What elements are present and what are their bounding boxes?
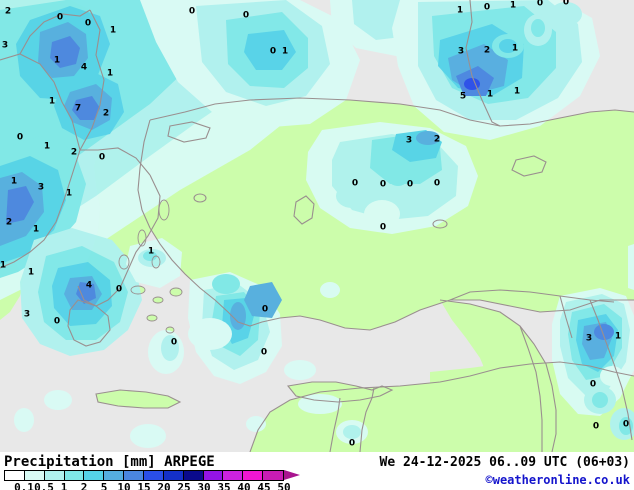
legend-footer: Precipitation [mm] ARPEGE We 24-12-2025 … [0, 452, 634, 490]
precip-cyprus-faint [284, 360, 316, 380]
coast-aegean-islands [118, 199, 183, 334]
precip-ne-lobe-3 [550, 2, 582, 26]
colorbar-tick-label: 25 [177, 481, 191, 490]
precip-med-faint-1 [188, 318, 232, 350]
colorbar-swatch [183, 471, 204, 480]
colorbar-tick-label: 0.5 [34, 481, 54, 490]
coast-turkey-south [149, 227, 634, 331]
precip-sw-streak [244, 282, 282, 318]
lake-small-2 [193, 193, 207, 203]
colorbar-swatch [144, 471, 164, 480]
border-syria-iraq [589, 299, 633, 441]
border-lebanon [559, 295, 573, 339]
border-levant-inner [519, 325, 543, 452]
lake-tuz [293, 195, 315, 225]
colorbar-swatches [4, 470, 284, 481]
coast-crete [95, 389, 182, 409]
precip-central-core [416, 131, 440, 145]
colorbar-swatch [223, 471, 244, 480]
precip-aegean-2 [143, 251, 157, 261]
lake-van [511, 155, 547, 177]
precip-core-balkans-3 [50, 36, 80, 68]
map-canvas [0, 0, 634, 452]
precip-levant-darkcore [594, 324, 614, 340]
colorbar-tick-label: 1 [60, 481, 68, 490]
coast-levant [439, 299, 557, 452]
colorbar-swatch [104, 471, 125, 480]
lake-small-1 [432, 219, 448, 229]
colorbar-tick-label: 10 [117, 481, 131, 490]
forecast-datetime: We 24-12-2025 06..09 UTC (06+03) [379, 455, 630, 470]
coast-greece-west [0, 149, 81, 269]
colorbar-tick-label: 45 [257, 481, 271, 490]
precip-ne-lobe-2b [531, 19, 545, 37]
precip-med-faint-4b [343, 425, 361, 439]
colorbar-tick-label: 30 [197, 481, 211, 490]
colorbar-swatch [84, 471, 105, 480]
precip-med-faint-10 [320, 282, 340, 298]
colorbar-tick-label: 35 [217, 481, 231, 490]
coast-north-africa [249, 361, 634, 452]
border-greece-north [80, 147, 151, 176]
colorbar-tick-label: 20 [157, 481, 171, 490]
precip-levant-lobe-1b [592, 392, 608, 408]
precip-central-lobe-b [364, 200, 400, 228]
coast-black-sea [149, 97, 634, 127]
sea-marmara [167, 121, 211, 143]
precip-med-faint-3 [298, 394, 342, 414]
precip-central-lobe-c [388, 170, 408, 186]
colorbar-tick-label: 40 [237, 481, 251, 490]
precip-levant-lobe-3 [600, 366, 624, 386]
colorbar-swatch [163, 471, 184, 480]
precip-med-faint-2b [161, 335, 179, 361]
borders-layer [0, 0, 634, 452]
colorbar-swatch [64, 471, 85, 480]
colorbar-tick-label: 0.1 [14, 481, 34, 490]
border-balkans-north [19, 9, 91, 55]
colorbar-swatch [203, 471, 224, 480]
coast-peloponnese [67, 299, 111, 347]
precip-med-faint-9 [246, 416, 266, 432]
colorbar-swatch [24, 471, 45, 480]
precip-marmara-3 [244, 30, 296, 70]
colorbar-overflow-arrow [284, 470, 300, 480]
border-turkey-east [465, 0, 501, 127]
precip-ionian-4 [6, 186, 34, 224]
colorbar-swatch [263, 471, 284, 480]
colorbar-tick-label: 2 [80, 481, 88, 490]
precip-med-faint-7 [14, 408, 34, 432]
sinai [430, 364, 520, 404]
coast-cyprus [286, 381, 394, 403]
coast-turkey-west [137, 119, 151, 229]
precip-ne-lobe-1b [499, 39, 517, 53]
copyright-link[interactable]: ©weatheronline.co.uk [485, 473, 631, 487]
precip-greece-core [76, 282, 96, 304]
colorbar-swatch [243, 471, 264, 480]
precip-core-bulgaria-3 [72, 96, 100, 120]
precip-right-edge [628, 244, 634, 290]
colorbar-tick-label: 5 [100, 481, 108, 490]
precip-med-faint-6 [44, 390, 72, 410]
colorbar-swatch [44, 471, 65, 480]
colorbar-legend[interactable]: 0.1 0.5 1 2 5 10 15 20 25 30 35 40 45 50 [4, 470, 304, 490]
precip-med-faint-5 [212, 274, 240, 294]
precip-med-faint-8 [130, 424, 166, 448]
colorbar-tick-label: 15 [137, 481, 151, 490]
border-balkans-east [79, 9, 105, 151]
colorbar-swatch [124, 471, 145, 480]
river-nile-branch [329, 397, 341, 452]
colorbar-tick-label: 50 [277, 481, 291, 490]
river-nile [359, 387, 375, 452]
colorbar-swatch [5, 471, 25, 480]
legend-title: Precipitation [mm] ARPEGE [4, 454, 215, 470]
precipitation-layer [0, 0, 634, 448]
precip-central-lobe-a [336, 184, 368, 208]
